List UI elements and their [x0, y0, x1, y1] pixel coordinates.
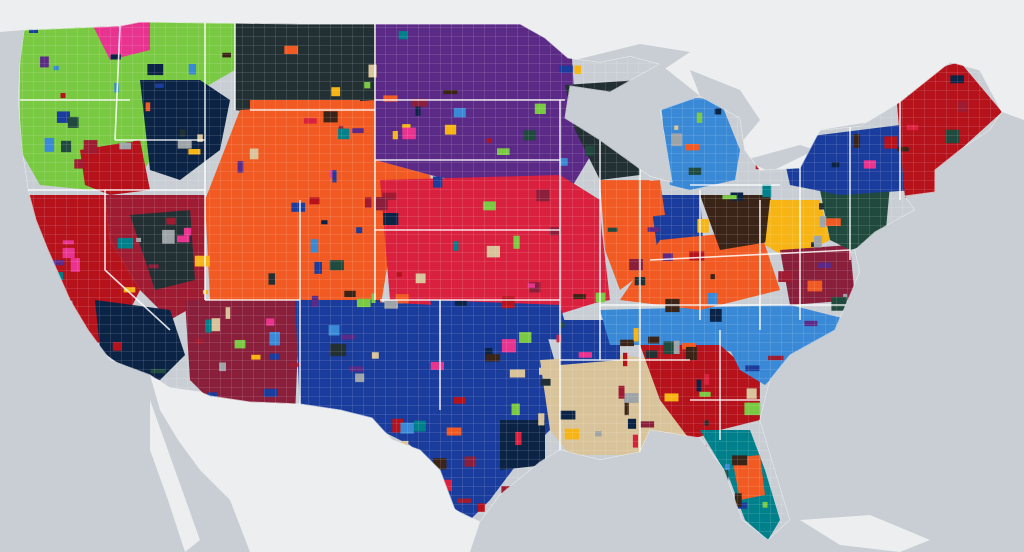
county-patch — [541, 468, 547, 475]
county-patch — [787, 463, 794, 476]
canada-landmass — [0, 0, 1024, 170]
county-patch — [837, 472, 843, 480]
county-patch — [611, 462, 618, 467]
state-border — [28, 189, 171, 331]
county-patch — [610, 462, 617, 471]
county-patch — [591, 113, 606, 125]
county-patch — [879, 390, 883, 400]
county-patch — [946, 445, 959, 457]
county-patch — [30, 508, 44, 520]
county-patch — [583, 500, 591, 505]
county-patch — [837, 470, 853, 478]
county-patch — [860, 375, 874, 381]
county-patch — [855, 431, 863, 442]
county-patch — [613, 137, 625, 144]
county-patch — [58, 357, 63, 366]
county-patch — [969, 430, 976, 445]
county-patch — [955, 307, 968, 315]
county-patch — [850, 446, 862, 452]
county-patch — [846, 474, 860, 484]
county-patch — [953, 514, 959, 525]
county-patch — [968, 263, 977, 273]
county-patch — [905, 362, 919, 376]
county-patch — [848, 431, 856, 441]
county-patch — [801, 378, 809, 389]
county-patch — [886, 497, 897, 510]
county-patch — [893, 401, 900, 414]
county-patch — [836, 460, 852, 468]
county-patch — [935, 502, 941, 508]
county-patch — [690, 476, 699, 484]
county-patch — [666, 515, 673, 520]
county-patch — [694, 445, 707, 450]
county-patch — [590, 466, 595, 479]
county-patch — [130, 435, 137, 449]
county-patch — [905, 391, 918, 404]
county-patch — [34, 327, 50, 334]
lake-michigan — [640, 82, 668, 190]
county-patch — [912, 413, 926, 423]
county-patch — [52, 445, 58, 452]
county-patch — [53, 323, 60, 330]
county-patch — [928, 459, 944, 467]
county-patch — [810, 480, 815, 493]
county-patch — [616, 491, 630, 505]
county-patch — [788, 439, 794, 446]
county-patch — [636, 486, 641, 500]
county-patch — [27, 297, 38, 303]
county-patch — [973, 244, 984, 258]
county-patch — [711, 502, 722, 513]
state-border — [649, 249, 851, 261]
county-patch — [946, 476, 960, 486]
county-patch — [827, 372, 842, 378]
county-patch — [128, 387, 141, 398]
county-patch — [26, 333, 34, 345]
county-patch — [36, 521, 43, 533]
county-patch — [930, 378, 944, 391]
cuba-landmass — [800, 515, 930, 552]
county-patch — [913, 279, 919, 286]
county-patch — [945, 206, 952, 216]
county-patch — [946, 465, 961, 478]
county-patch — [878, 274, 893, 281]
county-patch — [864, 347, 874, 355]
county-patch — [948, 380, 960, 393]
mexico-landmass — [150, 375, 480, 552]
county-patch — [910, 428, 916, 438]
county-patch — [954, 468, 968, 482]
county-patch — [853, 351, 869, 359]
county-patch — [948, 425, 961, 436]
state-borders — [18, 22, 1002, 540]
county-patch — [967, 192, 974, 202]
lake-erie — [745, 145, 815, 172]
county-patch — [925, 310, 938, 317]
county-patch — [47, 313, 62, 325]
county-patch — [78, 402, 87, 414]
county-patch — [985, 521, 992, 531]
county-patch — [25, 328, 37, 342]
county-patch — [25, 485, 33, 492]
county-patch — [910, 467, 925, 481]
county-patch — [703, 515, 718, 527]
county-patch — [57, 300, 73, 305]
county-patch — [690, 473, 697, 480]
state-border — [114, 25, 121, 141]
county-patch — [49, 406, 61, 418]
county-patch — [698, 514, 713, 520]
county-patch — [815, 482, 830, 494]
county-patch — [900, 452, 914, 460]
county-patch — [130, 434, 143, 443]
county-patch — [868, 451, 878, 459]
county-patch — [819, 429, 834, 437]
county-patch — [486, 521, 492, 530]
county-patch — [857, 434, 871, 447]
county-patch — [832, 356, 844, 365]
county-patch — [895, 339, 909, 351]
county-patch — [75, 370, 85, 383]
county-patch — [87, 388, 100, 397]
